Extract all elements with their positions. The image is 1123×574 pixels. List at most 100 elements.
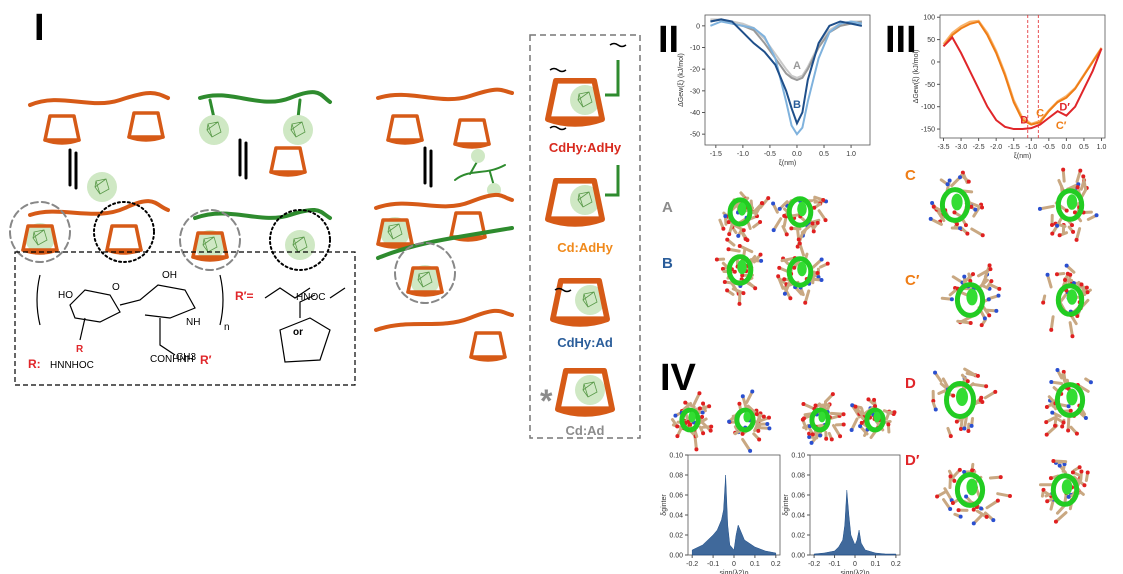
surface	[797, 201, 807, 217]
bond	[935, 208, 946, 223]
atom	[821, 198, 826, 203]
atom	[825, 261, 830, 266]
atom	[1094, 213, 1099, 218]
bond	[741, 437, 752, 453]
atom	[1079, 282, 1084, 287]
plot-frame	[939, 14, 1106, 139]
atom	[948, 434, 953, 439]
atom	[1055, 368, 1060, 373]
atom	[727, 419, 732, 424]
atom	[935, 494, 940, 499]
atom	[811, 229, 816, 234]
bond	[1076, 383, 1090, 393]
atom	[776, 274, 781, 279]
bond	[772, 217, 783, 232]
atom	[1049, 380, 1054, 385]
atom	[969, 423, 974, 428]
surface	[1055, 188, 1085, 222]
surface	[954, 472, 986, 508]
atom	[986, 297, 991, 302]
atom	[812, 205, 817, 210]
atom	[859, 420, 864, 425]
atom	[737, 401, 742, 406]
atom	[966, 429, 971, 434]
bond	[754, 201, 764, 216]
y-tick-label: 0.04	[791, 513, 805, 520]
molecule	[776, 241, 830, 305]
panel-label: II	[658, 19, 679, 61]
atom	[954, 419, 959, 424]
atom	[725, 288, 730, 293]
atom	[872, 397, 877, 402]
atom	[753, 286, 758, 291]
r-label: R:	[28, 357, 41, 371]
atom	[720, 266, 725, 271]
atom	[1072, 210, 1077, 215]
atom	[1050, 410, 1055, 415]
atom	[930, 200, 935, 205]
atom	[1045, 272, 1050, 277]
atom	[701, 401, 706, 406]
atom	[931, 398, 936, 403]
annotation: B	[793, 99, 801, 111]
atom	[740, 273, 745, 278]
atom	[1085, 290, 1090, 295]
atom	[996, 293, 1001, 298]
group: HNOC	[296, 292, 325, 303]
atom	[789, 226, 794, 231]
atom	[1041, 487, 1046, 492]
group: HNNHOC	[50, 360, 94, 371]
surface	[737, 202, 747, 216]
atom	[816, 275, 821, 280]
surface	[951, 193, 963, 211]
r-prime-label: R′=	[235, 289, 254, 303]
atom: HO	[58, 290, 73, 301]
atom	[767, 426, 772, 431]
x-tick-label: -0.2	[808, 561, 820, 568]
atom	[1054, 272, 1059, 277]
surface	[726, 254, 754, 286]
y-tick-label: -40	[690, 110, 700, 117]
y-tick-label: 100	[923, 15, 935, 22]
y-tick-label: 0.08	[669, 473, 683, 480]
x-tick-label: 0.1	[871, 561, 881, 568]
molecule	[718, 191, 771, 243]
atom	[866, 397, 871, 402]
bond	[1049, 315, 1055, 332]
atom	[1007, 494, 1012, 499]
atom	[979, 506, 984, 511]
atom	[970, 468, 975, 473]
x-tick-label: -0.2	[686, 561, 698, 568]
molecule	[1038, 459, 1090, 524]
atom	[792, 265, 797, 270]
atom	[1061, 369, 1066, 374]
annotation: A	[793, 60, 801, 72]
atom	[853, 404, 858, 409]
atom	[1053, 423, 1058, 428]
atom	[933, 370, 938, 375]
molecule	[931, 367, 998, 439]
atom	[740, 431, 745, 436]
atom	[797, 241, 802, 246]
line	[942, 20, 1103, 126]
atom	[1082, 483, 1087, 488]
atom	[994, 308, 999, 313]
y-tick-label: 0.02	[669, 533, 683, 540]
surface	[727, 197, 753, 227]
row-label: B	[662, 255, 673, 272]
surface	[1066, 388, 1078, 406]
bond	[1068, 321, 1074, 338]
atom	[754, 412, 759, 417]
surface	[688, 411, 696, 423]
y-tick-label: -150	[921, 127, 935, 134]
atom	[788, 296, 793, 301]
y-axis-label: ΔGew(ξ) (kJ/mol)	[913, 50, 920, 104]
atom	[741, 228, 746, 233]
bond	[730, 222, 746, 232]
atom	[948, 474, 953, 479]
annotation: D	[1020, 115, 1028, 127]
x-tick-label: -2.5	[973, 144, 985, 151]
scheme	[9, 87, 514, 362]
surface	[966, 288, 978, 306]
molecule	[928, 170, 985, 238]
